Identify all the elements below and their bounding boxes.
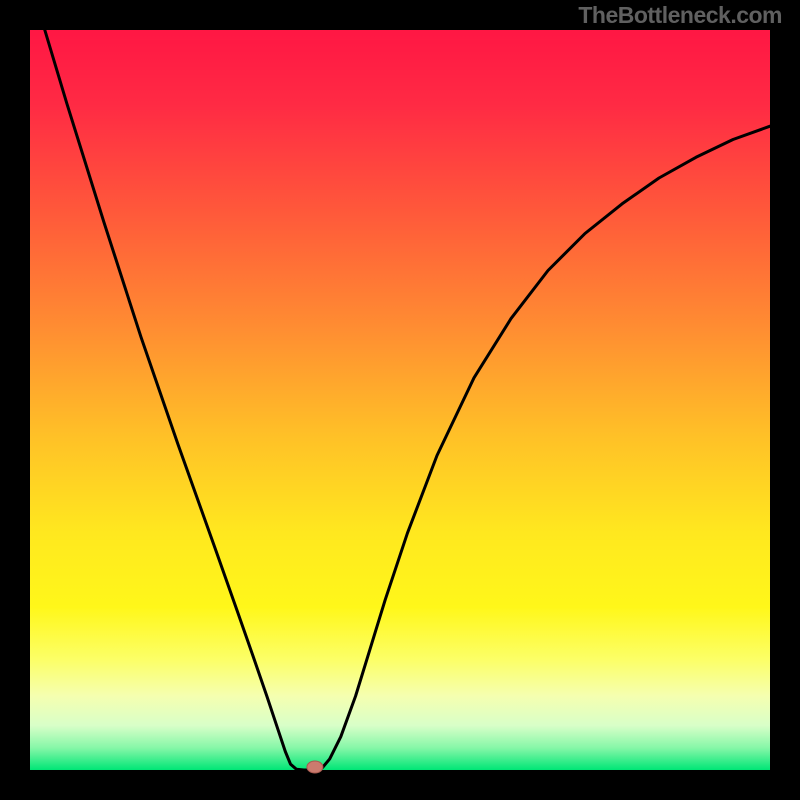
chart-container: { "watermark": { "text": "TheBottleneck.… — [0, 0, 800, 800]
watermark-text: TheBottleneck.com — [578, 2, 782, 29]
optimum-marker — [307, 761, 323, 773]
plot-background — [30, 30, 770, 770]
bottleneck-chart — [0, 0, 800, 800]
